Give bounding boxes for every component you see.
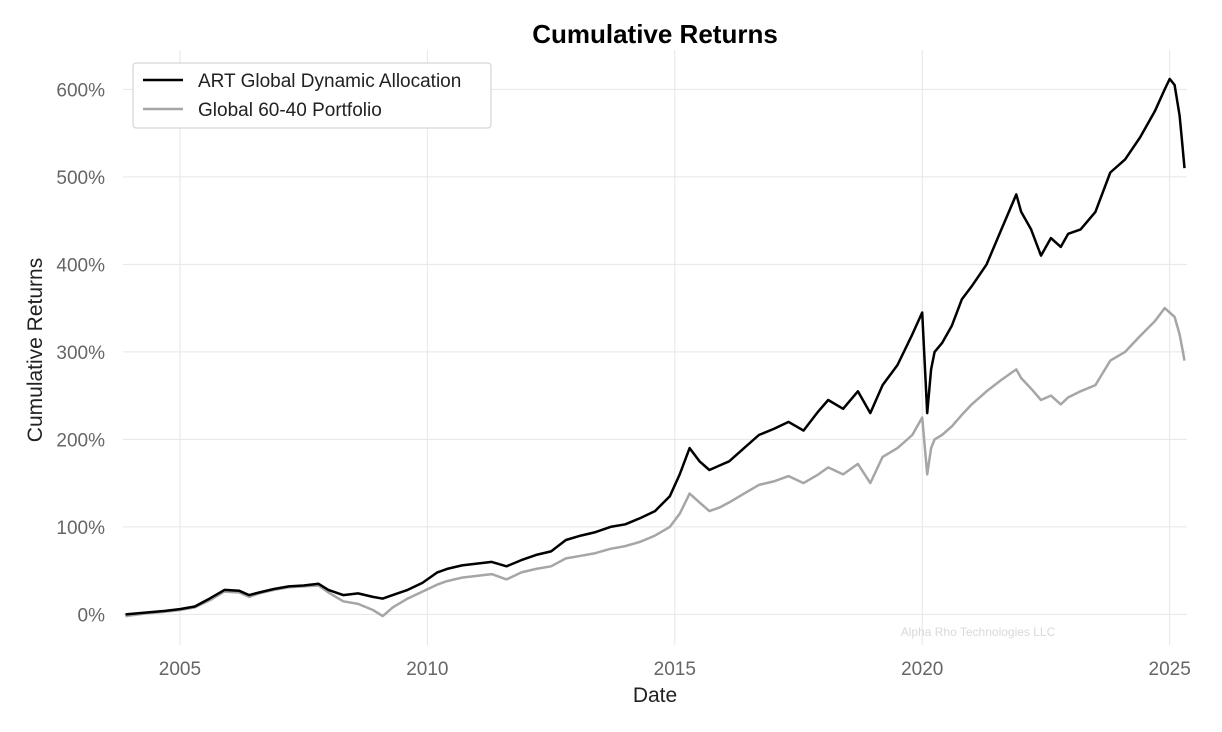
series-line-global-60-40-portfolio bbox=[125, 306, 1186, 618]
series-lines bbox=[125, 77, 1186, 618]
y-tick-label: 500% bbox=[56, 168, 105, 189]
legend-label-global-60-40-portfolio: Global 60-40 Portfolio bbox=[198, 100, 382, 121]
y-axis-label: Cumulative Returns bbox=[24, 258, 47, 442]
legend-box bbox=[132, 62, 492, 129]
y-tick-label: 600% bbox=[56, 80, 105, 101]
grid-lines bbox=[123, 50, 1187, 645]
legend-label-art-global-dynamic-allocation: ART Global Dynamic Allocation bbox=[198, 71, 461, 92]
x-tick-label: 2005 bbox=[159, 659, 201, 680]
tick-labels: 0% 100% 200% 300% 400% 500% 600% 2005 2010 2015 20… bbox=[56, 80, 1190, 680]
y-tick-label: 300% bbox=[56, 343, 105, 364]
y-tick-label: 0% bbox=[78, 605, 106, 626]
chart-title: Cumulative Returns bbox=[532, 19, 778, 49]
x-tick-label: 2025 bbox=[1149, 659, 1191, 680]
y-tick-label: 200% bbox=[56, 430, 105, 451]
series-line-art-global-dynamic-allocation bbox=[125, 77, 1186, 616]
x-tick-label: 2020 bbox=[901, 659, 943, 680]
legend: ART Global Dynamic Allocation Global 60-… bbox=[132, 62, 492, 129]
x-tick-label: 2010 bbox=[406, 659, 448, 680]
y-tick-label: 100% bbox=[56, 518, 105, 539]
watermark-text: Alpha Rho Technologies LLC bbox=[901, 625, 1056, 639]
y-tick-label: 400% bbox=[56, 255, 105, 276]
x-tick-label: 2015 bbox=[654, 659, 696, 680]
x-axis-label: Date bbox=[633, 684, 677, 707]
